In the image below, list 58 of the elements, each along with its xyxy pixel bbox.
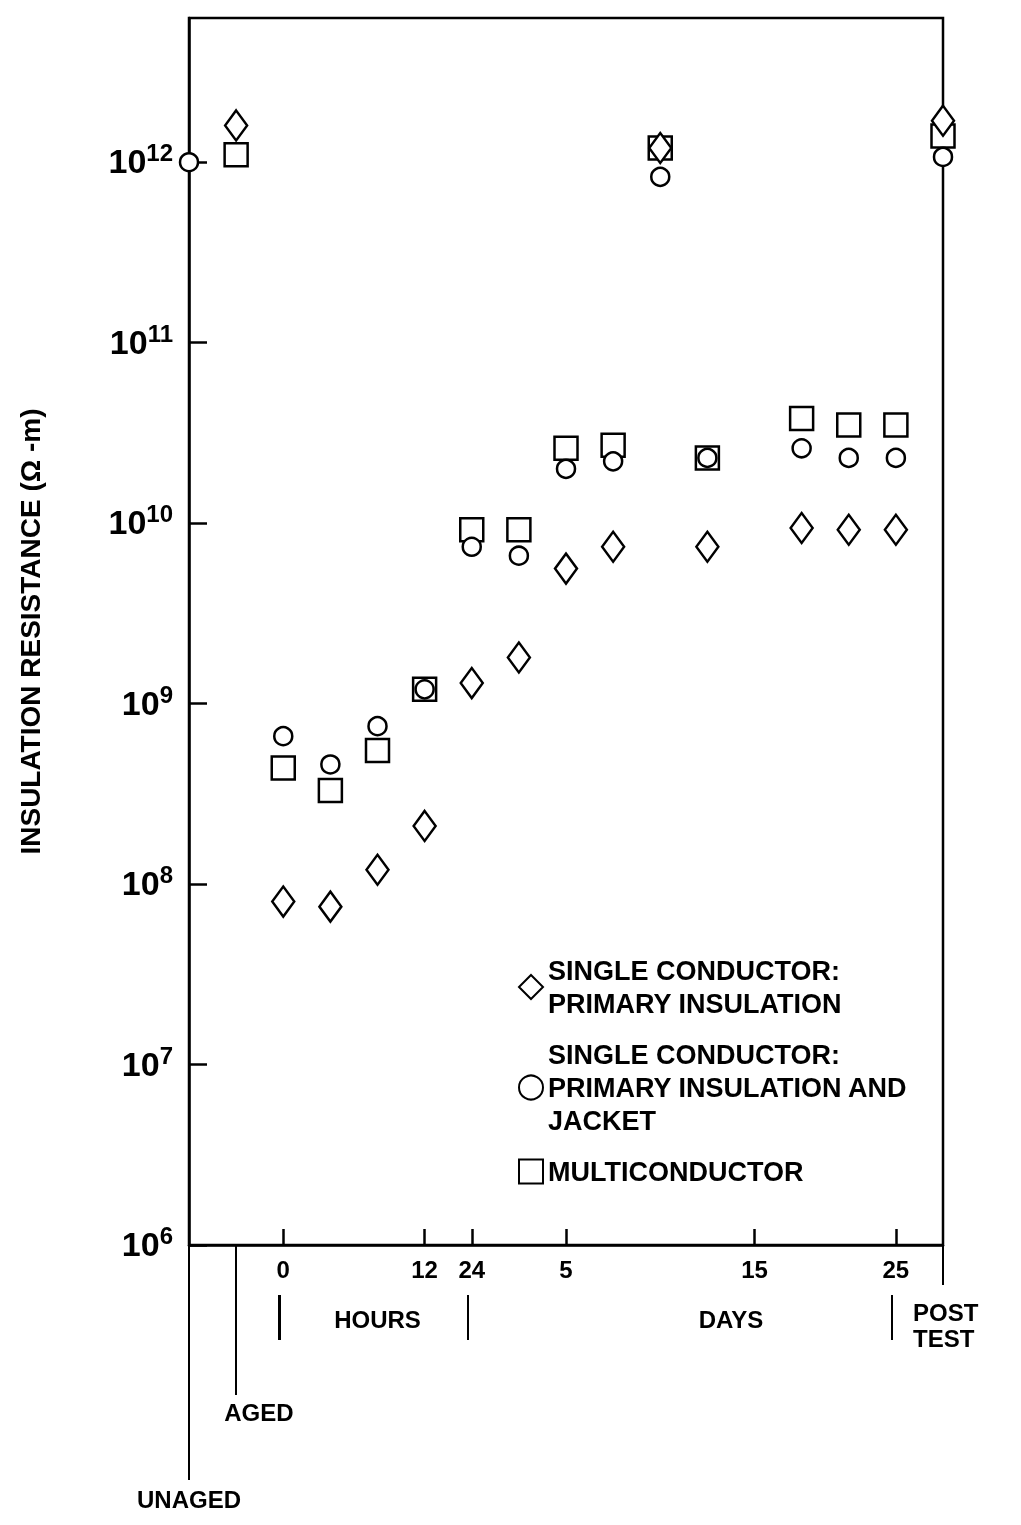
point xyxy=(650,166,671,188)
point xyxy=(317,777,344,804)
point xyxy=(271,885,296,918)
point xyxy=(178,152,200,173)
y-tick-label: 10$^{11}$ xyxy=(109,319,173,362)
point xyxy=(223,142,249,168)
point xyxy=(506,516,532,543)
point xyxy=(367,715,388,737)
point xyxy=(273,725,294,747)
y-axis-title: INSULATION RESISTANCE (Ω -m) xyxy=(14,408,46,855)
y-tick-label: 10$^{8}$ xyxy=(121,861,173,903)
point xyxy=(836,412,862,438)
point xyxy=(930,104,956,137)
point xyxy=(270,755,296,781)
point xyxy=(838,447,859,469)
point xyxy=(506,641,532,674)
text: DAYS xyxy=(698,1306,764,1334)
x-tick-label: 15 xyxy=(741,1256,768,1284)
point xyxy=(223,109,249,142)
point xyxy=(412,809,437,843)
text: UNAGED xyxy=(136,1486,242,1514)
point xyxy=(461,536,482,558)
x-tick-label: 0 xyxy=(276,1256,290,1284)
point xyxy=(318,890,343,923)
point xyxy=(602,451,624,472)
point xyxy=(883,412,909,438)
x-tick-label: 24 xyxy=(458,1256,486,1284)
text: HOURS xyxy=(334,1306,421,1334)
point xyxy=(600,530,626,564)
y-tick-label: 10$^{10}$ xyxy=(108,500,173,542)
x-tick-label: 12 xyxy=(411,1256,438,1284)
legend-label: SINGLE CONDUCTOR: PRIMARY INSULATION AND JACKET xyxy=(548,1039,915,1136)
point xyxy=(364,737,391,764)
point xyxy=(553,435,579,462)
text: POST TEST xyxy=(913,1299,980,1352)
point xyxy=(320,754,341,775)
x-tick-label: 5 xyxy=(559,1256,573,1284)
x-tick-label: 25 xyxy=(882,1256,910,1284)
point xyxy=(883,513,909,546)
legend-label: SINGLE CONDUCTOR: PRIMARY INSULATION xyxy=(548,955,848,1019)
y-tick-label: 10$^{7}$ xyxy=(121,1041,173,1084)
point xyxy=(555,458,577,480)
point xyxy=(459,666,484,700)
point xyxy=(885,447,907,469)
point xyxy=(836,513,861,546)
point xyxy=(789,511,814,545)
y-tick-label: 10$^{6}$ xyxy=(121,1222,173,1264)
point xyxy=(553,552,579,585)
point xyxy=(791,438,812,459)
point xyxy=(788,405,815,432)
point xyxy=(932,146,954,168)
legend-label: MULTICONDUCTOR xyxy=(548,1156,804,1187)
point xyxy=(365,853,390,887)
point xyxy=(508,545,530,566)
text: AGED xyxy=(224,1399,294,1427)
point xyxy=(695,530,720,564)
y-tick-label: 10$^{9}$ xyxy=(121,680,173,723)
y-tick-label: 10$^{12}$ xyxy=(108,139,173,181)
